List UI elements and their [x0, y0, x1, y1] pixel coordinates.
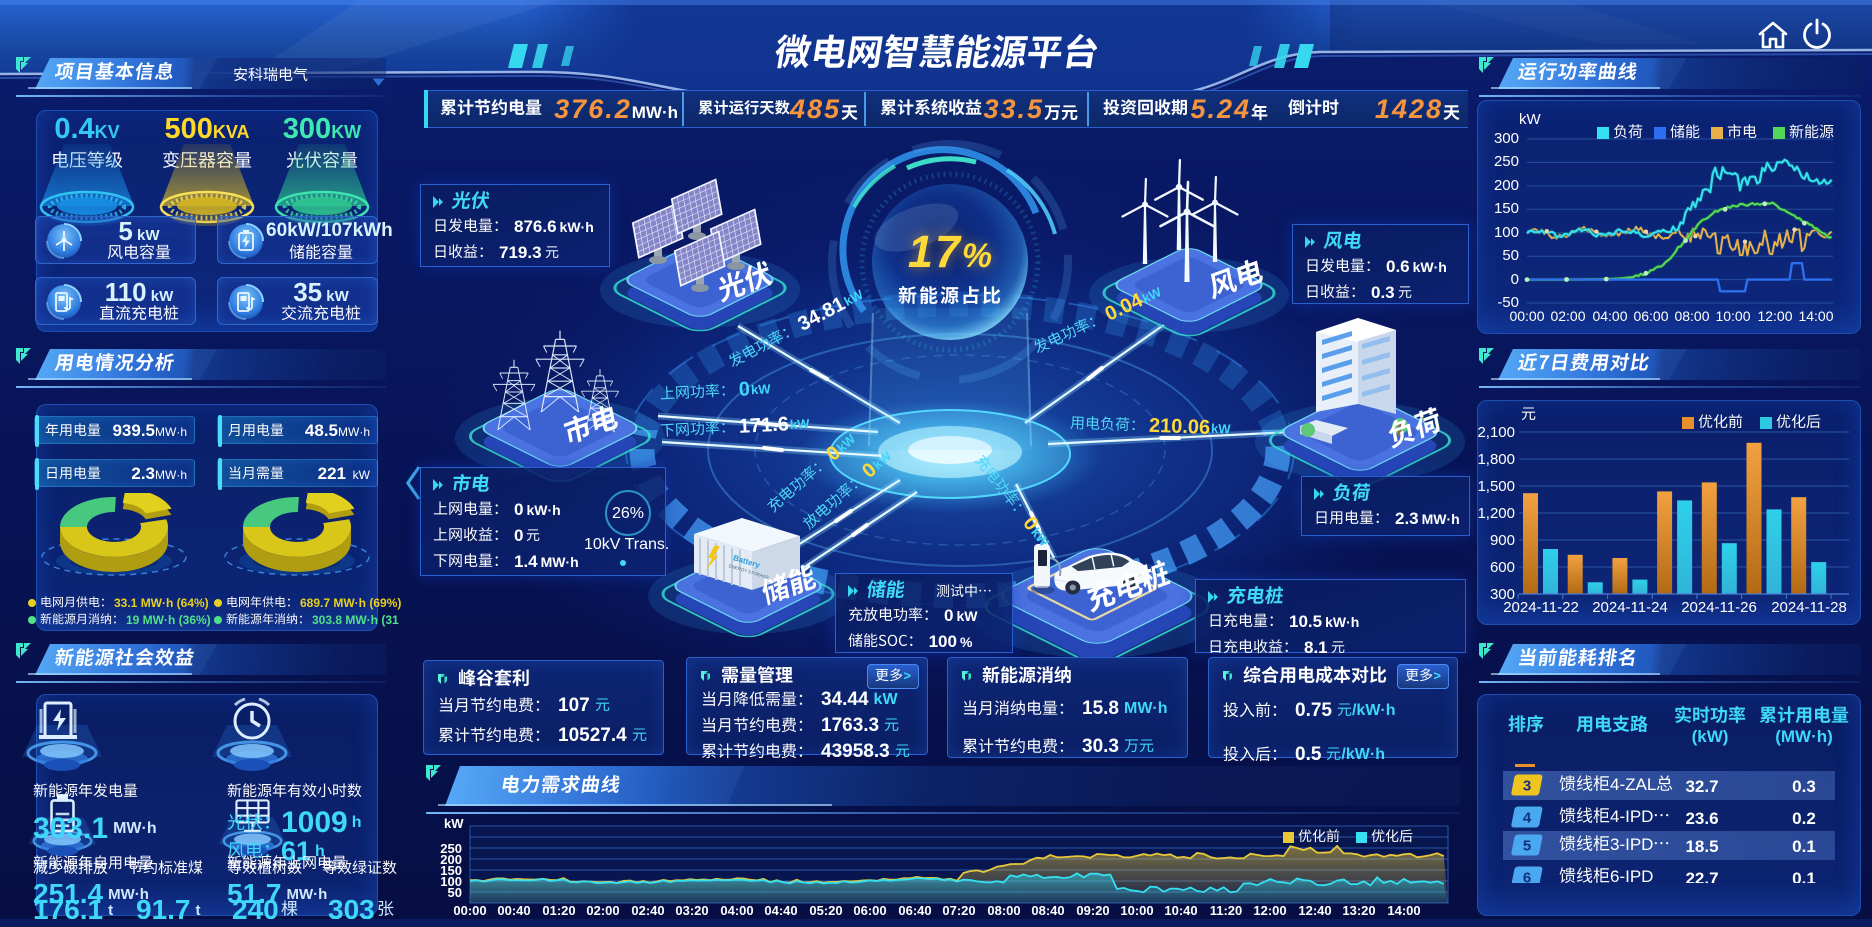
svg-text:4: 4: [1523, 810, 1532, 827]
svg-text:5: 5: [1523, 838, 1531, 855]
svg-text:6: 6: [1523, 870, 1531, 884]
svg-text:3: 3: [1523, 778, 1531, 795]
